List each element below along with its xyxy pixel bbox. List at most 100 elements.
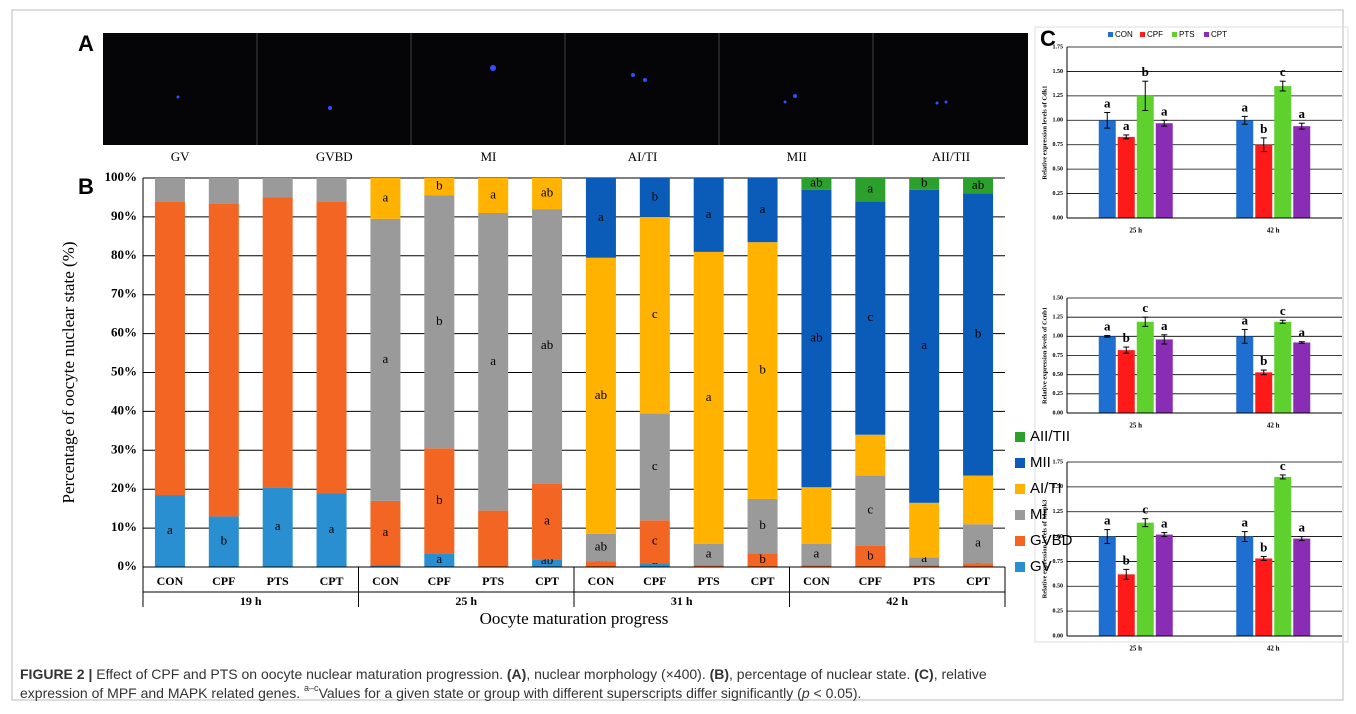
significance-letter: b: [867, 547, 874, 562]
significance-letter: b: [921, 175, 928, 190]
significance-letter: ab: [541, 185, 553, 200]
significance-letter: a: [1104, 95, 1111, 110]
significance-letter: a: [1123, 118, 1130, 133]
y-tick-label: 0.00: [1053, 633, 1064, 639]
bar: [1255, 145, 1272, 218]
significance-letter: a: [598, 209, 604, 224]
caption-text: (B): [710, 666, 729, 682]
legend-swatch: [1015, 432, 1025, 442]
significance-letter: a: [1161, 103, 1168, 118]
significance-letter: a: [275, 518, 281, 533]
x-tick-label: CON: [588, 574, 615, 588]
bar: [1137, 96, 1154, 218]
y-axis-title: Percentage of oocyte nuclear state (%): [59, 242, 78, 504]
legend-swatch: [1015, 484, 1025, 494]
y-tick-label: 10%: [111, 519, 137, 534]
bar-segment: [263, 197, 293, 487]
bar: [1293, 126, 1310, 218]
significance-letter: a: [760, 201, 766, 216]
significance-letter: b: [436, 178, 443, 193]
bar: [1118, 137, 1135, 218]
caption-line: FIGURE 2 | Effect of CPF and PTS on oocy…: [20, 666, 987, 682]
legend-label: CPF: [1147, 30, 1163, 39]
bar-segment: [909, 503, 939, 557]
bar-segment: [155, 201, 185, 495]
significance-letter: b: [975, 326, 982, 341]
y-tick-label: 1.00: [1053, 534, 1064, 540]
significance-letter: a: [1299, 325, 1306, 340]
figure: A B C GVGVBDMIAI/TIMIIAII/TII0%10%20%30%…: [0, 0, 1356, 714]
y-tick-label: 1.75: [1053, 459, 1064, 465]
significance-letter: a: [867, 181, 873, 196]
significance-letter: b: [652, 188, 659, 203]
y-tick-label: 1.00: [1053, 118, 1064, 124]
caption-text: a–c: [304, 683, 319, 693]
y-tick-label: 1.50: [1053, 69, 1064, 75]
y-tick-label: 90%: [111, 208, 137, 223]
x-tick-label: CON: [372, 574, 399, 588]
significance-letter: a: [1104, 513, 1111, 528]
bar-segment: [155, 178, 185, 201]
legend-label: GVBD: [1030, 532, 1073, 549]
y-tick-label: 0.25: [1053, 609, 1064, 615]
y-tick-label: 100%: [105, 169, 138, 184]
caption-text: < 0.05).: [810, 685, 862, 701]
significance-letter: c: [1142, 502, 1148, 517]
significance-letter: a: [814, 545, 820, 560]
significance-letter: b: [1142, 64, 1149, 79]
significance-letter: ab: [595, 539, 607, 554]
significance-letter: a: [329, 521, 335, 536]
bar-segment: [317, 201, 347, 493]
significance-letter: a: [1161, 318, 1168, 333]
significance-letter: b: [759, 517, 766, 532]
y-tick-label: 0.75: [1053, 559, 1064, 565]
x-tick-label: CPF: [859, 574, 882, 588]
y-tick-label: 60%: [111, 325, 137, 340]
significance-letter: b: [221, 533, 228, 548]
significance-letter: ab: [972, 177, 984, 192]
significance-letter: b: [759, 551, 766, 566]
x-tick-label: CPF: [212, 574, 235, 588]
significance-letter: c: [652, 533, 658, 548]
micrographs: [103, 33, 1028, 145]
x-tick-label: 25 h: [1129, 422, 1142, 430]
y-tick-label: 1.50: [1053, 295, 1064, 301]
significance-letter: a: [167, 522, 173, 537]
legend-label: AII/TII: [1030, 428, 1070, 445]
y-tick-label: 40%: [111, 402, 137, 417]
significance-letter: a: [975, 535, 981, 550]
x-tick-label: PTS: [913, 574, 935, 588]
significance-letter: a: [921, 337, 927, 352]
bar-segment: [801, 487, 831, 543]
bar: [1156, 339, 1173, 413]
bar-segment: [317, 178, 347, 201]
bar: [1255, 372, 1272, 413]
x-tick-label: CPT: [535, 574, 559, 588]
bar: [1274, 477, 1291, 636]
bar: [1293, 539, 1310, 636]
bar-segment: [855, 435, 885, 476]
legend-label: CPT: [1211, 30, 1227, 39]
y-tick-label: 1.25: [1053, 509, 1064, 515]
significance-letter: b: [1260, 353, 1267, 368]
bar-segment: [209, 178, 239, 203]
significance-letter: a: [1299, 106, 1306, 121]
significance-letter: b: [436, 492, 443, 507]
y-tick-label: 1.00: [1053, 334, 1064, 340]
bar-segment: [963, 563, 993, 567]
significance-letter: a: [1242, 99, 1249, 114]
caption-text: Effect of CPF and PTS on oocyte nuclear …: [92, 666, 507, 682]
bar: [1236, 120, 1253, 218]
significance-letter: c: [652, 458, 658, 473]
significance-letter: c: [1142, 300, 1148, 315]
x-tick-label: 42 h: [1267, 227, 1280, 235]
significance-letter: a: [706, 389, 712, 404]
bar: [1099, 336, 1116, 413]
caption-text: (A): [507, 666, 526, 682]
x-tick-label: PTS: [698, 574, 720, 588]
bar-segment: [586, 561, 616, 567]
significance-letter: a: [383, 189, 389, 204]
bar: [1236, 537, 1253, 636]
significance-letter: a: [706, 545, 712, 560]
